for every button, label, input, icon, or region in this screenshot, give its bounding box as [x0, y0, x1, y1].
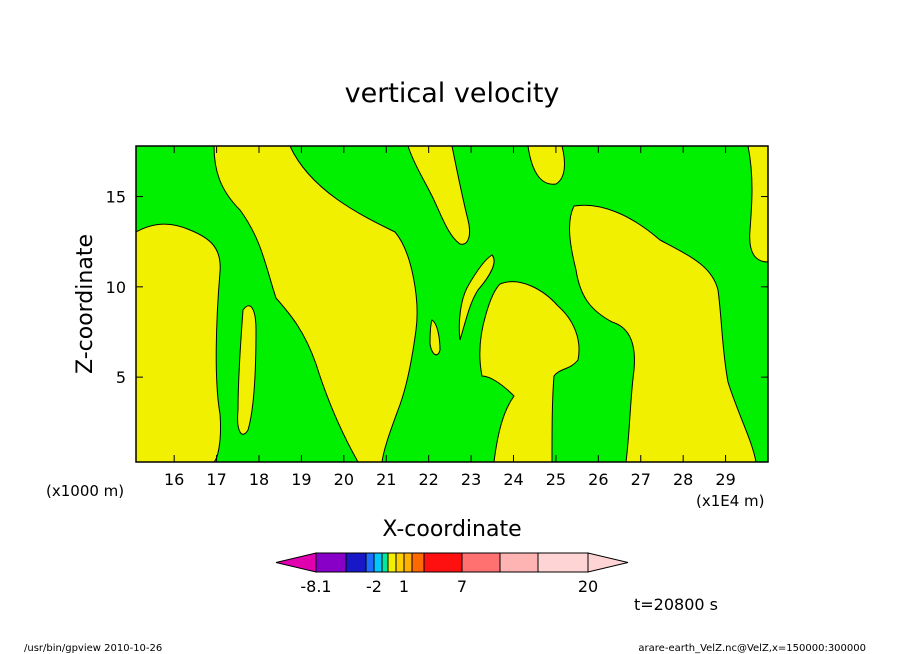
x-tick-label: 18 — [249, 470, 269, 489]
colorbar-label: -8.1 — [300, 577, 331, 596]
x-tick-label: 16 — [164, 470, 184, 489]
x-axis-ticks: 16 17 18 19 20 21 22 23 24 25 26 27 28 29 — [164, 146, 736, 489]
y-tick-label: 5 — [116, 368, 126, 387]
x-tick-label: 19 — [291, 470, 311, 489]
contour-region — [458, 254, 495, 341]
x-tick-label: 23 — [461, 470, 481, 489]
colorbar-segment — [411, 552, 425, 573]
x-tick-label: 22 — [418, 470, 438, 489]
time-label: t=20800 s — [634, 595, 718, 614]
plot-area: 16 17 18 19 20 21 22 23 24 25 26 27 28 29 5 10 15 — [106, 145, 769, 489]
contour-fill-positive — [135, 145, 769, 463]
colorbar: -8.1 -2 1 7 20 — [275, 552, 629, 596]
colorbar-segment — [387, 552, 397, 573]
x-multiplier-label: (x1E4 m) — [696, 492, 765, 510]
colorbar-segment — [365, 552, 375, 573]
x-tick-label: 24 — [503, 470, 523, 489]
contour-region — [747, 145, 769, 263]
x-tick-label: 20 — [334, 470, 354, 489]
x-tick-label: 28 — [673, 470, 693, 489]
x-tick-label: 26 — [588, 470, 608, 489]
y-tick-label: 10 — [106, 278, 126, 297]
x-unit-label: (x1000 m) — [46, 482, 124, 500]
x-axis-label: X-coordinate — [382, 517, 521, 542]
plot-frame — [135, 145, 769, 463]
contour-region — [527, 145, 565, 185]
y-axis-ticks: 5 10 15 — [106, 188, 768, 387]
colorbar-segment — [537, 552, 589, 573]
colorbar-segment — [345, 552, 367, 573]
colorbar-segment — [461, 552, 501, 573]
colorbar-segment — [423, 552, 463, 573]
contour-region — [237, 305, 257, 435]
colorbar-label: 20 — [578, 577, 598, 596]
colorbar-label: 7 — [457, 577, 467, 596]
colorbar-arrow-right — [587, 552, 629, 573]
x-tick-label: 29 — [715, 470, 735, 489]
colorbar-segment — [381, 552, 389, 573]
colorbar-segment — [373, 552, 383, 573]
colorbar-segment — [315, 552, 347, 573]
colorbar-label: -2 — [366, 577, 382, 596]
footer-right: arare-earth_VelZ.nc@VelZ,x=150000:300000 — [638, 643, 866, 654]
colorbar-segment — [395, 552, 405, 573]
footer-left: /usr/bin/gpview 2010-10-26 — [24, 643, 162, 654]
contour-region — [569, 204, 757, 463]
chart-title: vertical velocity — [345, 78, 560, 109]
colorbar-arrow-left — [275, 552, 317, 573]
x-tick-label: 27 — [631, 470, 651, 489]
contour-region — [407, 145, 471, 245]
y-tick-label: 15 — [106, 188, 126, 207]
x-tick-label: 17 — [206, 470, 226, 489]
contour-region — [429, 319, 441, 356]
x-tick-label: 25 — [546, 470, 566, 489]
x-tick-label: 21 — [376, 470, 396, 489]
colorbar-segment — [499, 552, 539, 573]
colorbar-segment — [403, 552, 413, 573]
contour-region — [135, 223, 221, 463]
y-axis-label: Z-coordinate — [73, 234, 98, 374]
colorbar-label: 1 — [399, 577, 409, 596]
